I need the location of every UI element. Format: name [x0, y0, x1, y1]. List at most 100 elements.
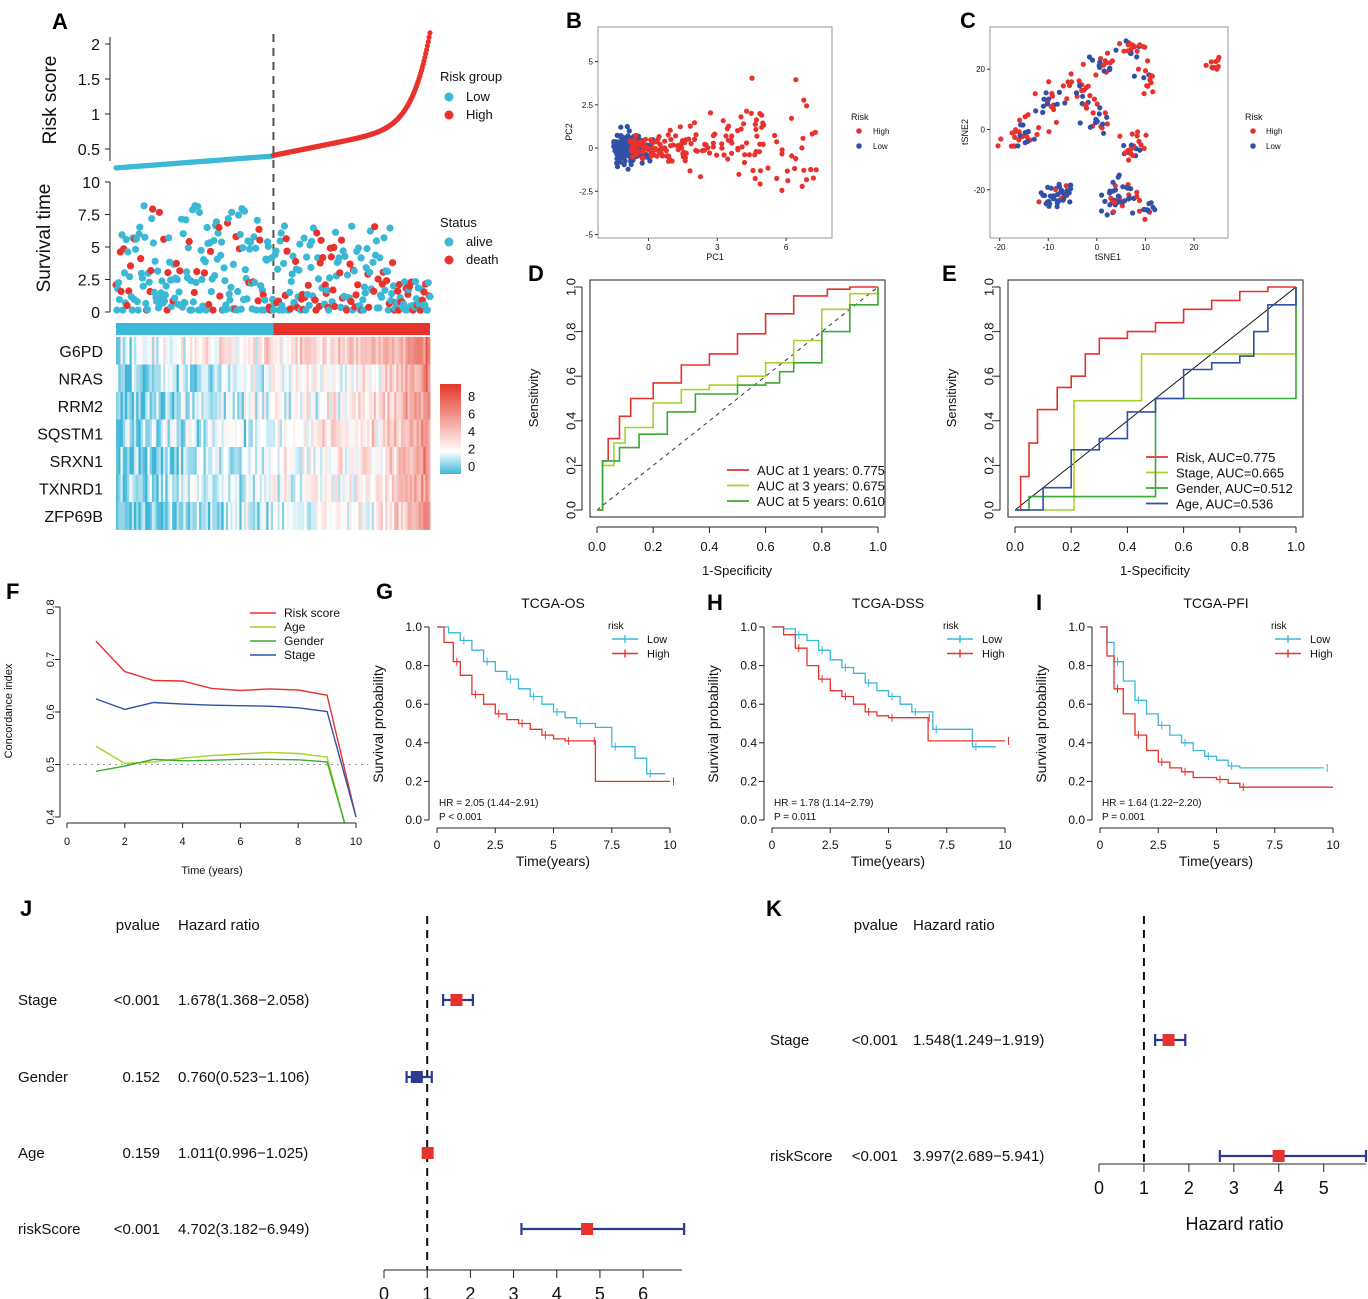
plot-frame	[989, 26, 1229, 239]
heatmap-cell	[207, 447, 211, 475]
legend-label: Low	[873, 142, 888, 151]
heatmap-cell	[140, 337, 144, 365]
heatmap-cell	[246, 337, 249, 365]
legend-label: Low	[466, 89, 490, 104]
heatmap-cell	[198, 502, 202, 530]
alive-point	[350, 267, 358, 275]
heatmap-cell	[207, 337, 211, 365]
heatmap-cell	[259, 392, 263, 420]
heatmap-cell	[407, 474, 411, 503]
heatmap-cell	[326, 502, 330, 530]
high-point	[1085, 83, 1091, 89]
heatmap-cell	[131, 337, 135, 365]
heatmap-cell	[391, 364, 395, 393]
y-tick-label: 0.0	[563, 501, 578, 519]
heatmap-cell	[315, 364, 319, 393]
high-point	[995, 143, 1001, 149]
hazard-ratio-marker	[450, 994, 463, 1006]
heatmap-cell	[302, 447, 305, 475]
death-point	[304, 281, 312, 289]
alive-point	[323, 286, 331, 294]
heatmap-cell	[317, 447, 321, 475]
death-point	[347, 297, 355, 305]
heatmap-cell	[259, 474, 263, 503]
heatmap-cell	[273, 337, 276, 365]
heatmap-cell	[403, 392, 406, 420]
heatmap-cell	[360, 474, 364, 503]
heatmap-cell	[230, 392, 234, 420]
heatmap-cell	[317, 392, 321, 420]
heatmap-cell	[313, 419, 317, 448]
high-point	[673, 133, 679, 139]
heatmap-cell	[257, 474, 260, 503]
heatmap-cell	[252, 502, 256, 530]
heatmap-cell	[243, 474, 247, 503]
heatmap-cell	[145, 337, 148, 365]
high-point	[693, 132, 699, 138]
high-point	[635, 148, 642, 154]
high-point	[691, 120, 698, 126]
heatmap-cell	[302, 337, 305, 365]
row-pvalue: <0.001	[852, 1148, 898, 1165]
heatmap-cell	[196, 337, 200, 365]
heatmap-cell	[261, 474, 265, 503]
heatmap-cell	[268, 474, 272, 503]
row-hazard-ratio: 0.760(0.523−1.106)	[178, 1069, 309, 1086]
heatmap-cell	[297, 337, 301, 365]
legend-title: Risk	[851, 112, 869, 122]
x-tick-label: 6	[784, 243, 789, 252]
heatmap-cell	[201, 447, 204, 475]
heatmap-cell	[207, 364, 211, 393]
heatmap-cell	[358, 447, 361, 475]
heatmap-cell	[207, 419, 211, 448]
heatmap-cell	[288, 447, 292, 475]
heatmap-cell	[394, 474, 397, 503]
heatmap-cell	[194, 474, 198, 503]
alive-point	[239, 244, 247, 252]
alive-point	[261, 296, 269, 304]
heatmap-cell	[133, 447, 137, 475]
heatmap-cell	[131, 474, 135, 503]
heatmap-cell	[145, 502, 148, 530]
alive-point	[335, 254, 343, 262]
heatmap-cell	[127, 502, 130, 530]
heatmap-cell	[355, 474, 359, 503]
heatmap-cell	[181, 502, 184, 530]
heatmap-cell	[187, 419, 191, 448]
x-tick-label: 5	[885, 838, 892, 852]
row-pvalue: 0.159	[122, 1145, 160, 1162]
x-tick-label: 0.0	[588, 539, 606, 554]
heatmap-cell	[237, 419, 240, 448]
low-point	[1102, 198, 1108, 204]
y-tick-label: 1.5	[78, 72, 100, 89]
heatmap-cell	[241, 447, 245, 475]
heatmap-cell	[331, 392, 334, 420]
heatmap-cell	[216, 337, 220, 365]
heatmap-cell	[378, 364, 382, 393]
hazard-ratio-marker	[581, 1223, 594, 1235]
heatmap-cell	[418, 337, 422, 365]
death-point	[149, 205, 157, 213]
alive-point	[363, 245, 371, 253]
heatmap-cell	[234, 364, 238, 393]
high-point	[1134, 133, 1140, 139]
heatmap-cell	[427, 502, 431, 530]
heatmap-cell	[396, 337, 399, 365]
heatmap-cell	[268, 447, 272, 475]
heatmap-cell	[409, 419, 413, 448]
alive-point	[376, 254, 384, 262]
heatmap-cell	[198, 419, 202, 448]
heatmap-cell	[329, 392, 332, 420]
heatmap-cell	[194, 419, 198, 448]
high-point	[665, 132, 671, 138]
high-point	[1017, 117, 1023, 123]
alive-point	[183, 268, 191, 276]
heatmap-cell	[169, 364, 173, 393]
heatmap-cell	[299, 364, 303, 393]
alive-point	[343, 271, 352, 279]
x-tick-label: 10	[998, 838, 1012, 852]
heatmap-cell	[237, 447, 240, 475]
heatmap-cell	[181, 337, 184, 365]
heatmap-cell	[145, 364, 148, 393]
heatmap-cell	[149, 502, 153, 530]
